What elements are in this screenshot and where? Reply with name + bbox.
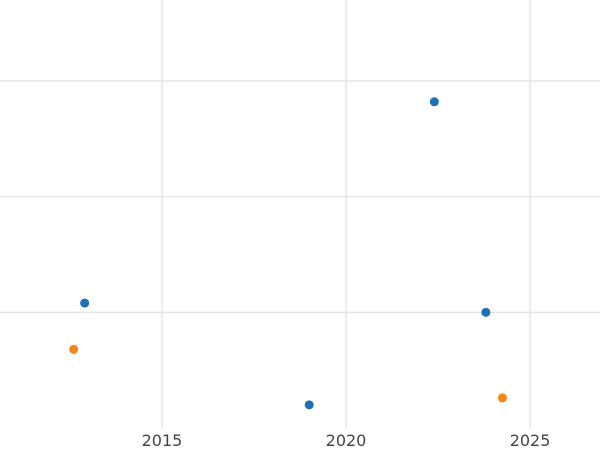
x-tick-label: 2020 xyxy=(326,431,367,450)
gridlines xyxy=(0,0,600,428)
data-points xyxy=(69,97,507,410)
scatter-point-series-1 xyxy=(429,97,439,107)
scatter-point-series-1 xyxy=(481,307,491,317)
scatter-point-series-2 xyxy=(497,393,507,403)
x-tick-labels: 2015 2020 2025 xyxy=(142,431,551,450)
x-tick-label: 2015 xyxy=(142,431,183,450)
scatter-point-series-1 xyxy=(304,400,314,410)
scatter-point-series-1 xyxy=(80,298,90,308)
scatter-point-series-2 xyxy=(69,344,79,354)
x-tick-label: 2025 xyxy=(510,431,551,450)
